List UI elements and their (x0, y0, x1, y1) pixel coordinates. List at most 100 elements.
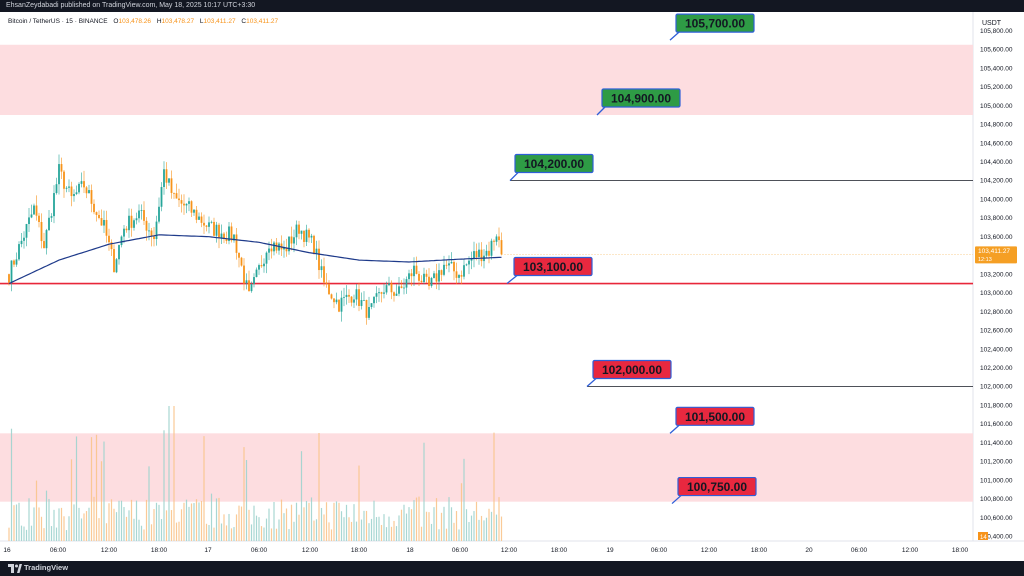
candle-body (335, 299, 338, 303)
volume-bar (13, 505, 15, 541)
candle-body (15, 259, 18, 265)
candle-body (493, 240, 495, 242)
candle-body (293, 237, 295, 244)
candle-body (175, 193, 178, 199)
time-tick-label: 16 (3, 547, 11, 554)
candle-body (290, 236, 293, 244)
volume-bar (355, 521, 358, 541)
price-chart[interactable]: 105,700.00 104,900.00 104,200.00 103,100.00… (0, 12, 1024, 561)
candle-body (360, 300, 363, 306)
volume-bar (118, 500, 120, 541)
volume-bar (323, 514, 325, 541)
candle (405, 276, 408, 294)
volume-bar (293, 521, 295, 541)
candle-body (230, 226, 233, 241)
candle-body (430, 278, 433, 286)
volume-bar (60, 507, 63, 541)
volume-bar (280, 499, 283, 541)
volume-bar (145, 499, 148, 541)
candle (93, 199, 95, 215)
candle (53, 185, 55, 224)
volume-bar (138, 519, 140, 541)
candle-body (310, 235, 313, 238)
volume-bar (390, 526, 393, 541)
candle-body (258, 265, 260, 270)
volume-bar (188, 506, 190, 541)
volume-bar (300, 451, 303, 541)
candle-body (395, 293, 398, 296)
candle (118, 244, 120, 265)
callout-pointer (596, 106, 606, 116)
volume-bar (413, 500, 415, 541)
candle-body (490, 240, 493, 256)
volume-bar (453, 522, 455, 541)
candle (248, 270, 250, 292)
volume-bar (290, 504, 293, 541)
volume-bar (338, 502, 340, 541)
candle-body (285, 247, 288, 252)
level-label: 104,900.00 (611, 91, 671, 105)
candle-body (410, 273, 413, 277)
candle-body (265, 252, 268, 264)
candle-body (105, 219, 108, 236)
candle-body (35, 205, 38, 216)
volume-bar (198, 502, 200, 541)
candle (23, 231, 25, 249)
volume-bar (370, 518, 373, 541)
volume-bar (98, 518, 100, 541)
candle-body (253, 277, 255, 284)
candle-body (383, 292, 385, 294)
current-price-tag: 103,411.27 12:13 (975, 246, 1017, 264)
candle-body (453, 261, 455, 272)
time-tick-label: 18:00 (551, 547, 568, 554)
candle (343, 287, 345, 307)
volume-bar (460, 483, 463, 541)
candle (495, 234, 498, 246)
price-tick-label: 101,000.00 (980, 477, 1013, 484)
volume-bar (33, 507, 35, 541)
volume-bar (363, 510, 365, 541)
candle (110, 239, 113, 257)
volume-bar (15, 504, 18, 541)
candle (165, 162, 168, 189)
candle-body (365, 299, 368, 318)
volume-bar (113, 508, 115, 541)
candle-body (123, 228, 125, 237)
candle (348, 289, 350, 304)
volume-bar (330, 529, 333, 541)
candle (48, 210, 50, 231)
candle (298, 220, 300, 240)
time-tick-label: 20 (805, 547, 813, 554)
volume-bar (470, 515, 473, 541)
candle (448, 255, 450, 273)
level-label: 104,200.00 (524, 157, 584, 171)
candle (330, 293, 333, 300)
price-tick-label: 105,800.00 (980, 28, 1013, 35)
candle (478, 242, 480, 265)
candle (365, 299, 368, 325)
volume-bar (248, 509, 250, 541)
candle (338, 299, 340, 313)
candle (368, 296, 370, 320)
candle-body (450, 261, 453, 264)
volume-bar (20, 525, 23, 541)
level-callout: 101,500.00 (669, 406, 755, 434)
time-tick-label: 19 (606, 547, 614, 554)
candle-body (98, 214, 100, 219)
volume-bar (55, 527, 58, 541)
volume-bar (183, 502, 185, 541)
candle-body (345, 294, 348, 297)
candle-body (135, 218, 138, 221)
volume-bar (140, 525, 143, 541)
price-axis[interactable] (973, 12, 1024, 541)
volume-bar (445, 528, 448, 541)
candle-body (93, 203, 95, 213)
candle (415, 256, 418, 275)
candle (493, 239, 495, 251)
time-tick-label: 12:00 (902, 547, 919, 554)
footer-bar: TradingView (0, 561, 1024, 576)
volume-bar (68, 516, 70, 541)
candle-body (145, 220, 148, 231)
time-axis[interactable] (0, 541, 1024, 561)
candle (250, 281, 253, 293)
